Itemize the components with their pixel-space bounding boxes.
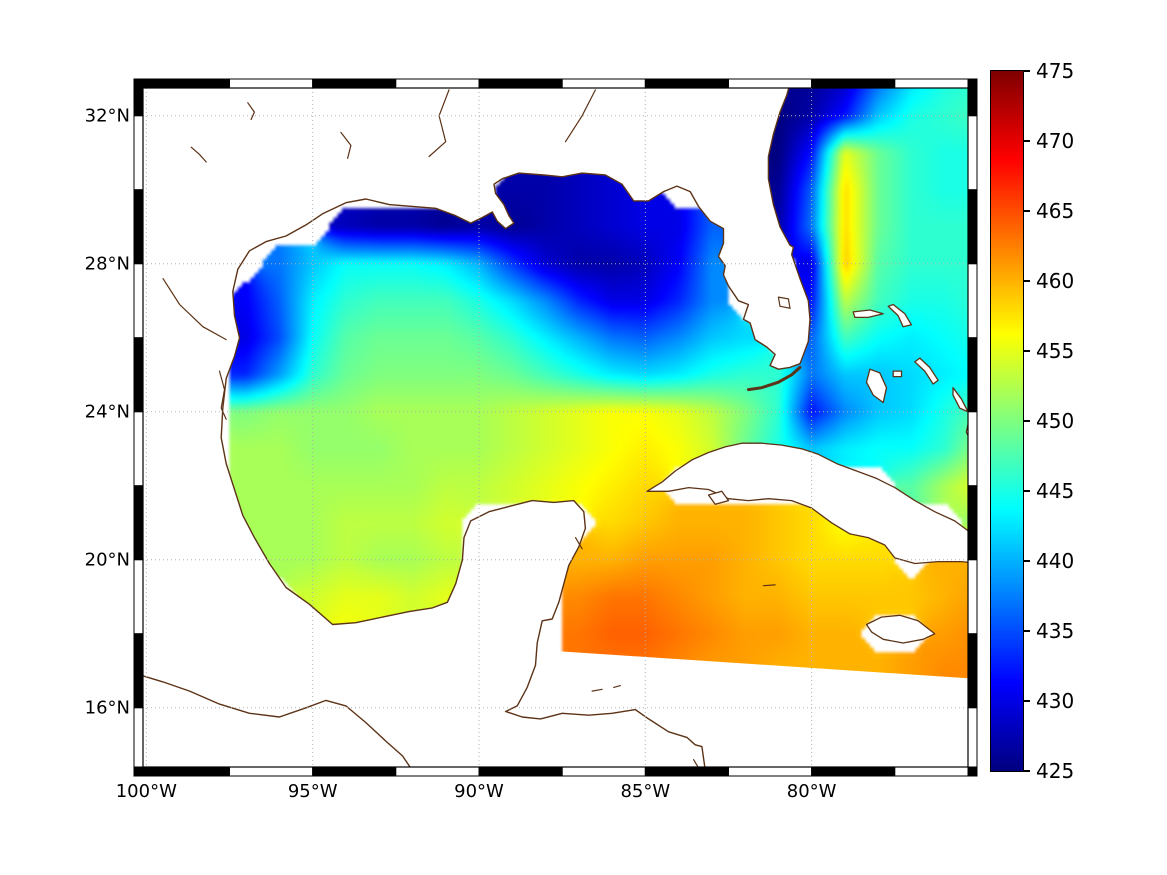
x-tick-label: 100°W [115,781,177,802]
colorbar-tick-mark [1024,210,1030,212]
y-tick-label: 28°N [84,253,130,275]
colorbar-tick-label: 440 [1036,549,1075,573]
x-tick-label: 95°W [287,781,338,802]
colorbar-tick-mark [1024,560,1030,562]
colorbar-tick-mark [1024,490,1030,492]
colorbar-tick-mark [1024,70,1030,72]
x-tick-label: 80°W [786,781,837,802]
x-tick-label: 90°W [454,781,504,802]
colorbar-tick-mark [1024,420,1030,422]
colorbar-tick-label: 465 [1036,199,1075,223]
colorbar-tick-label: 470 [1036,129,1075,153]
colorbar-tick-mark [1024,770,1030,772]
colorbar-tick-label: 475 [1036,59,1075,83]
y-tick-label: 20°N [84,549,130,571]
colorbar-tick-mark [1024,630,1030,632]
x-tick-label: 85°W [620,781,671,802]
colorbar-tick-label: 450 [1036,409,1075,433]
colorbar-tick-label: 460 [1036,269,1075,293]
colorbar-tick-label: 435 [1036,619,1075,643]
colorbar-tick-label: 425 [1036,759,1075,783]
colorbar-tick-label: 445 [1036,479,1075,503]
colorbar-tick-label: 430 [1036,689,1075,713]
colorbar-tick-mark [1024,700,1030,702]
colorbar-gradient [990,70,1024,772]
colorbar-tick-mark [1024,280,1030,282]
y-tick-label: 24°N [84,401,130,423]
colorbar-tick-mark [1024,140,1030,142]
colorbar-tick-label: 455 [1036,339,1075,363]
y-tick-label: 32°N [84,105,130,127]
colorbar-tick-mark [1024,350,1030,352]
y-tick-label: 16°N [84,697,130,719]
